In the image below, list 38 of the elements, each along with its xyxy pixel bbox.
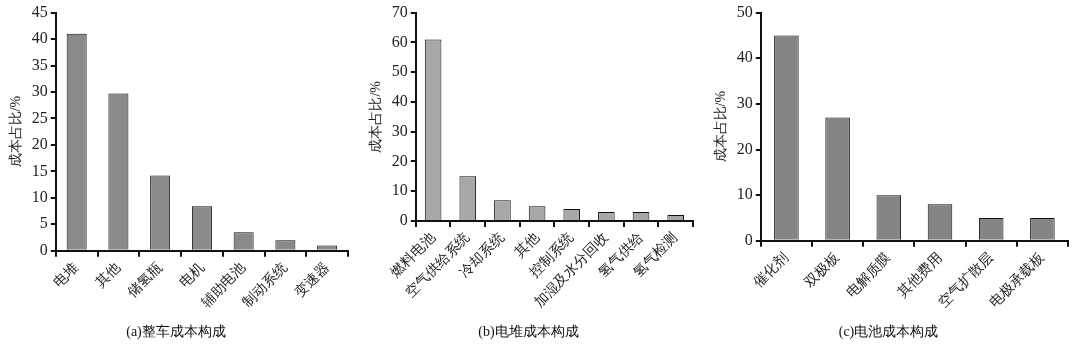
y-tick-label: 20 — [391, 151, 408, 169]
x-tick-label: 储氢瓶 — [124, 259, 165, 301]
text: (b)电堆成本构成 — [478, 324, 579, 341]
y-tick-label: 10 — [736, 185, 753, 203]
y-tick-label: 25 — [31, 108, 48, 126]
y-tick-label: 40 — [31, 29, 48, 47]
y-tick-label: 70 — [391, 2, 408, 20]
x-tick-label: 变速器 — [291, 259, 332, 301]
y-axis-title: 成本占比/% — [8, 95, 24, 168]
y-axis-title: 成本占比/% — [713, 90, 729, 163]
x-tick-label: 电解质膜 — [843, 249, 894, 301]
y-tick-label: 45 — [31, 2, 48, 20]
text: (c)电池成本构成 — [838, 324, 939, 341]
y-tick-label: 0 — [744, 231, 753, 249]
y-tick-label: 10 — [391, 181, 408, 199]
y-axis-title: 成本占比/% — [368, 80, 384, 153]
y-tick-label: 10 — [31, 188, 48, 206]
y-tick-label: 40 — [736, 48, 753, 66]
y-tick-label: 5 — [39, 214, 48, 232]
x-tick-label: 电堆 — [50, 259, 82, 291]
x-tick-label: 电机 — [176, 259, 207, 291]
x-tick-label: 催化剂 — [750, 249, 792, 291]
y-tick-label: 20 — [31, 135, 48, 153]
x-tick-label: 双极板 — [802, 249, 843, 291]
y-tick-label: 40 — [391, 92, 408, 110]
y-tick-label: 35 — [31, 55, 48, 73]
y-tick-label: 50 — [736, 2, 753, 20]
y-tick-label: 30 — [31, 82, 48, 100]
x-tick-label: 其他 — [92, 259, 124, 291]
text: (a)整车成本构成 — [126, 324, 226, 341]
y-tick-label: 50 — [391, 62, 408, 80]
y-tick-label: 15 — [31, 161, 48, 179]
y-tick-label: 0 — [39, 240, 48, 258]
y-tick-label: 30 — [391, 121, 408, 139]
y-tick-label: 20 — [736, 139, 753, 157]
y-tick-label: 0 — [399, 211, 408, 229]
y-tick-label: 30 — [736, 94, 753, 112]
y-tick-label: 60 — [391, 32, 408, 50]
